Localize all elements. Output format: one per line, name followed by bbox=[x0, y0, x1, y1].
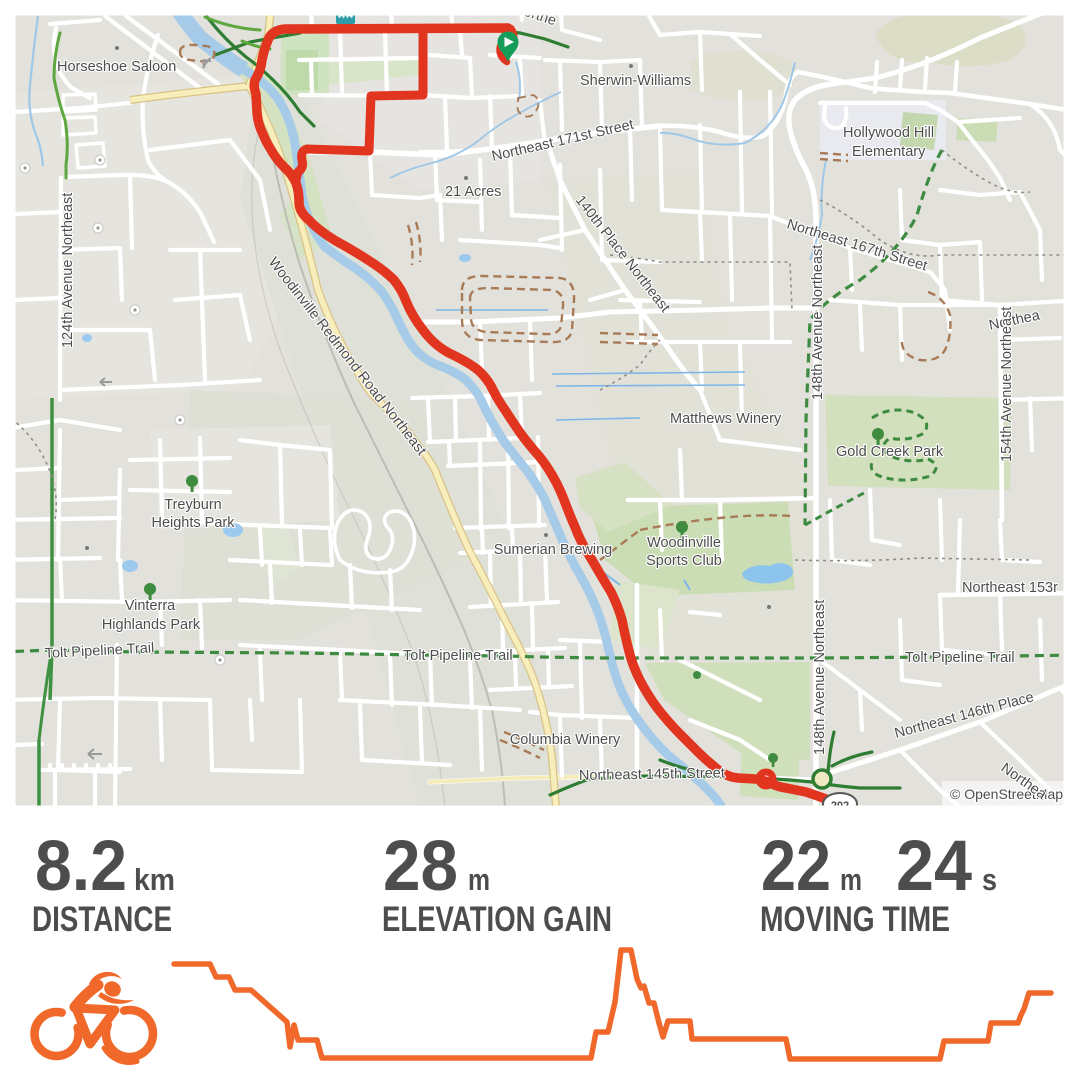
svg-text:28: 28 bbox=[383, 827, 458, 906]
svg-text:148th Avenue Northeast: 148th Avenue Northeast bbox=[812, 600, 828, 755]
svg-text:km: km bbox=[134, 862, 175, 897]
svg-text:MOVING TIME: MOVING TIME bbox=[760, 900, 950, 939]
svg-text:Gold Creek Park: Gold Creek Park bbox=[836, 444, 944, 460]
svg-text:8.2: 8.2 bbox=[35, 827, 127, 906]
svg-text:Northeast 145th Street: Northeast 145th Street bbox=[579, 765, 725, 784]
svg-text:Sports Club: Sports Club bbox=[646, 553, 722, 569]
svg-text:124th Avenue Northeast: 124th Avenue Northeast bbox=[60, 193, 76, 348]
svg-text:m: m bbox=[468, 862, 490, 897]
svg-text:Heights Park: Heights Park bbox=[151, 515, 235, 531]
svg-text:Tolt Pipeline Trail: Tolt Pipeline Trail bbox=[44, 640, 154, 662]
svg-text:Tolt Pipeline Trail: Tolt Pipeline Trail bbox=[403, 648, 513, 664]
svg-text:Treyburn: Treyburn bbox=[164, 497, 221, 513]
svg-text:148th Avenue Northeast: 148th Avenue Northeast bbox=[810, 245, 826, 400]
svg-text:154th Avenue Northeast: 154th Avenue Northeast bbox=[999, 307, 1015, 462]
svg-text:Sherwin-Williams: Sherwin-Williams bbox=[580, 73, 691, 89]
svg-text:Northeast 153r: Northeast 153r bbox=[962, 580, 1058, 596]
svg-text:21 Acres: 21 Acres bbox=[445, 184, 501, 200]
svg-text:Elementary: Elementary bbox=[852, 144, 926, 160]
svg-text:Tolt Pipeline Trail: Tolt Pipeline Trail bbox=[905, 650, 1015, 666]
svg-text:Sumerian Brewing: Sumerian Brewing bbox=[494, 542, 612, 558]
svg-text:Woodinville: Woodinville bbox=[647, 535, 721, 551]
svg-text:Matthews Winery: Matthews Winery bbox=[670, 411, 782, 427]
svg-text:Hollywood Hill: Hollywood Hill bbox=[843, 125, 934, 141]
svg-text:DISTANCE: DISTANCE bbox=[32, 900, 172, 939]
svg-text:ELEVATION GAIN: ELEVATION GAIN bbox=[382, 900, 612, 939]
svg-text:Horseshoe Saloon: Horseshoe Saloon bbox=[57, 59, 176, 75]
svg-text:Columbia Winery: Columbia Winery bbox=[510, 732, 621, 748]
svg-text:m: m bbox=[840, 862, 862, 897]
svg-text:Highlands Park: Highlands Park bbox=[102, 617, 201, 633]
svg-text:s: s bbox=[982, 862, 997, 897]
svg-text:24: 24 bbox=[896, 827, 972, 906]
svg-text:Vinterra: Vinterra bbox=[125, 598, 176, 614]
svg-text:202: 202 bbox=[831, 800, 849, 807]
svg-text:© OpenStreetMap: © OpenStreetMap bbox=[950, 786, 1063, 802]
svg-text:22: 22 bbox=[761, 827, 831, 906]
